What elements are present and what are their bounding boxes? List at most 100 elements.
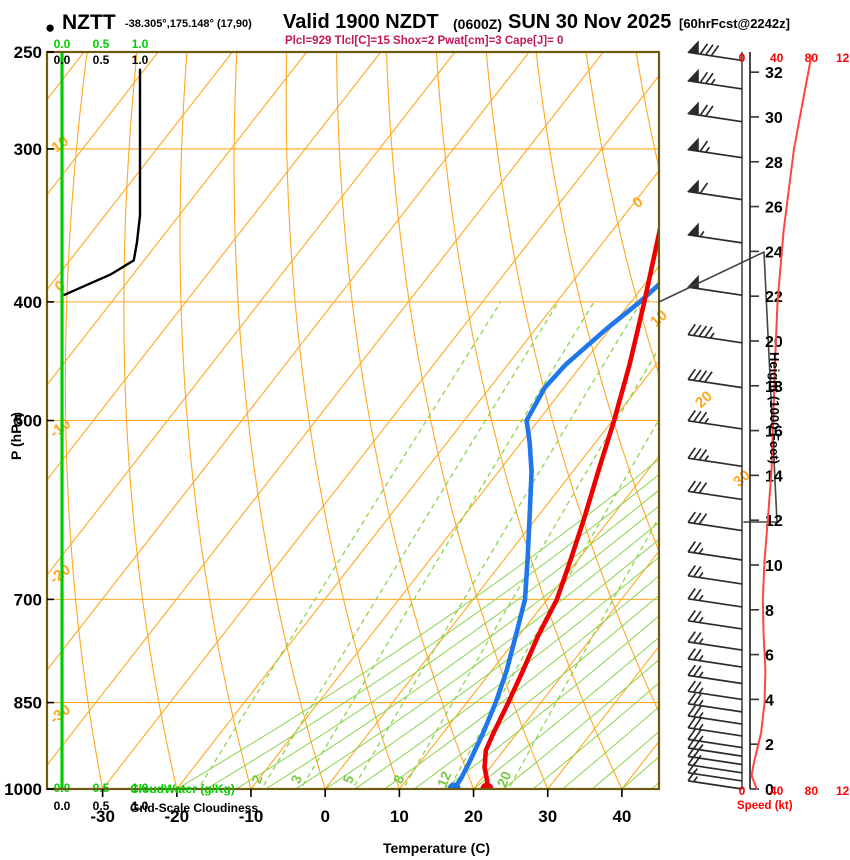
dry-adiabat-0: [233, 52, 326, 789]
wind-barb: [687, 597, 743, 608]
pressure-tick-label: 850: [14, 694, 42, 713]
height-tick-label: 2: [765, 737, 774, 754]
wind-barb-full: [687, 705, 696, 717]
wind-barb-half: [705, 146, 711, 153]
wind-barb: [687, 738, 743, 749]
surface-dewpoint-marker: [447, 782, 461, 789]
wind-barb-pennant: [687, 222, 699, 237]
wind-barb-half: [704, 417, 710, 424]
height-tick-label: 30: [765, 110, 783, 127]
wind-barb-full: [693, 481, 702, 493]
cloudiness-profile: [63, 68, 142, 297]
wind-barb-full: [693, 729, 702, 741]
wind-barb: [687, 419, 743, 430]
cloudwater-axis-label: CloudWater (g/Kg): [130, 782, 235, 796]
height-tick-label: 22: [765, 289, 783, 306]
speed-tick-top: 120: [836, 51, 850, 65]
mixing-ratio-label: 12: [434, 769, 455, 790]
wind-barb: [687, 780, 743, 790]
dry-adiabat-30: [385, 52, 549, 789]
wind-barb: [687, 755, 743, 766]
wind-region-boundary: [658, 251, 778, 523]
wind-barb-half: [709, 332, 715, 339]
wind-barb: [687, 490, 743, 501]
isotherm-30: [547, 645, 659, 789]
cloudiness-tick-top: 1.0: [132, 53, 149, 67]
dry-adiabat-label-left: -30: [46, 701, 74, 728]
wind-barb: [687, 641, 743, 651]
temperature-tick-label: 0: [320, 807, 329, 826]
wind-barb-full: [693, 717, 702, 730]
wind-barb-full: [698, 449, 708, 461]
station-marker-icon: ●: [45, 18, 56, 37]
moist-adiabat-36: [591, 730, 659, 789]
wind-barb-full: [705, 72, 714, 84]
station-coords: -38.305°,175.148° (17,90): [125, 18, 252, 30]
wind-barb-full: [693, 324, 702, 336]
wind-barb-full: [687, 680, 696, 692]
wind-barb-full: [687, 368, 696, 380]
wind-barb: [687, 726, 743, 737]
dewpoint-profile: [452, 281, 659, 789]
height-tick-label: 10: [765, 558, 783, 575]
moist-adiabat-32: [562, 706, 659, 789]
moist-adiabat--8: [265, 505, 659, 789]
wind-barb-half: [698, 638, 704, 645]
wind-barb-half: [698, 712, 704, 719]
wind-barb-half: [693, 768, 698, 775]
forecast-stamp: [60hrFcst@2242z]: [679, 16, 790, 31]
wind-barb-full: [693, 693, 702, 706]
mixing-ratio-20: [507, 516, 659, 789]
wind-barb-pennant: [687, 101, 699, 116]
wind-barb-full: [705, 44, 714, 56]
temperature-tick-label: 20: [464, 807, 483, 826]
wind-barb: [687, 715, 743, 725]
temperature-profile: [482, 220, 659, 789]
isotherm--80: [47, 52, 308, 386]
wind-barb: [687, 378, 743, 389]
wind-barb-half: [693, 776, 698, 783]
wind-barb-full: [687, 588, 696, 600]
dry-adiabat-120: [779, 0, 850, 789]
wind-barb-half: [698, 671, 704, 678]
moist-adiabat-4: [354, 556, 659, 789]
moist-adiabat-24: [502, 659, 659, 789]
wind-barb-pennant: [687, 137, 699, 152]
pressure-tick-label: 300: [14, 140, 42, 159]
mixing-ratio-label: 20: [494, 769, 515, 790]
wind-barb-full: [693, 448, 702, 460]
dry-adiabat-40: [435, 52, 623, 789]
wind-barb-full: [698, 513, 708, 525]
moist-adiabat-12: [413, 594, 659, 789]
cloudwater-tick-top: 0.5: [93, 37, 110, 51]
wind-barb-full: [693, 610, 702, 623]
wind-barb-full: [704, 371, 713, 383]
dry-adiabat--30: [64, 52, 104, 789]
wind-barb-full: [687, 693, 696, 705]
wind-barb-full: [687, 565, 696, 577]
speed-tick-bottom: 40: [770, 784, 784, 798]
moist-adiabat-20: [473, 636, 659, 789]
wind-barb-half: [698, 723, 704, 730]
temperature-tick-label: -10: [239, 807, 264, 826]
speed-axis-label: Speed (kt): [737, 800, 793, 812]
wind-barb-full: [698, 482, 708, 494]
height-tick-label: 4: [765, 692, 774, 709]
wind-barb-full: [687, 610, 696, 622]
dry-adiabat--20: [123, 52, 178, 789]
isotherm--50: [47, 52, 530, 672]
wind-barb-full: [699, 71, 709, 84]
height-tick-label: 32: [765, 65, 783, 82]
wind-barb-half: [698, 699, 704, 706]
mixing-ratio-2: [260, 301, 560, 789]
isotherm--90: [47, 52, 233, 291]
height-tick-label: 6: [765, 648, 774, 665]
wind-barb-pennant: [687, 40, 699, 55]
pressure-tick-label: 400: [14, 293, 42, 312]
mixing-ratio-1: [197, 301, 502, 789]
dry-adiabat-130: [826, 0, 850, 789]
wind-barb-full: [687, 541, 696, 553]
height-tick-label: 14: [765, 468, 783, 485]
